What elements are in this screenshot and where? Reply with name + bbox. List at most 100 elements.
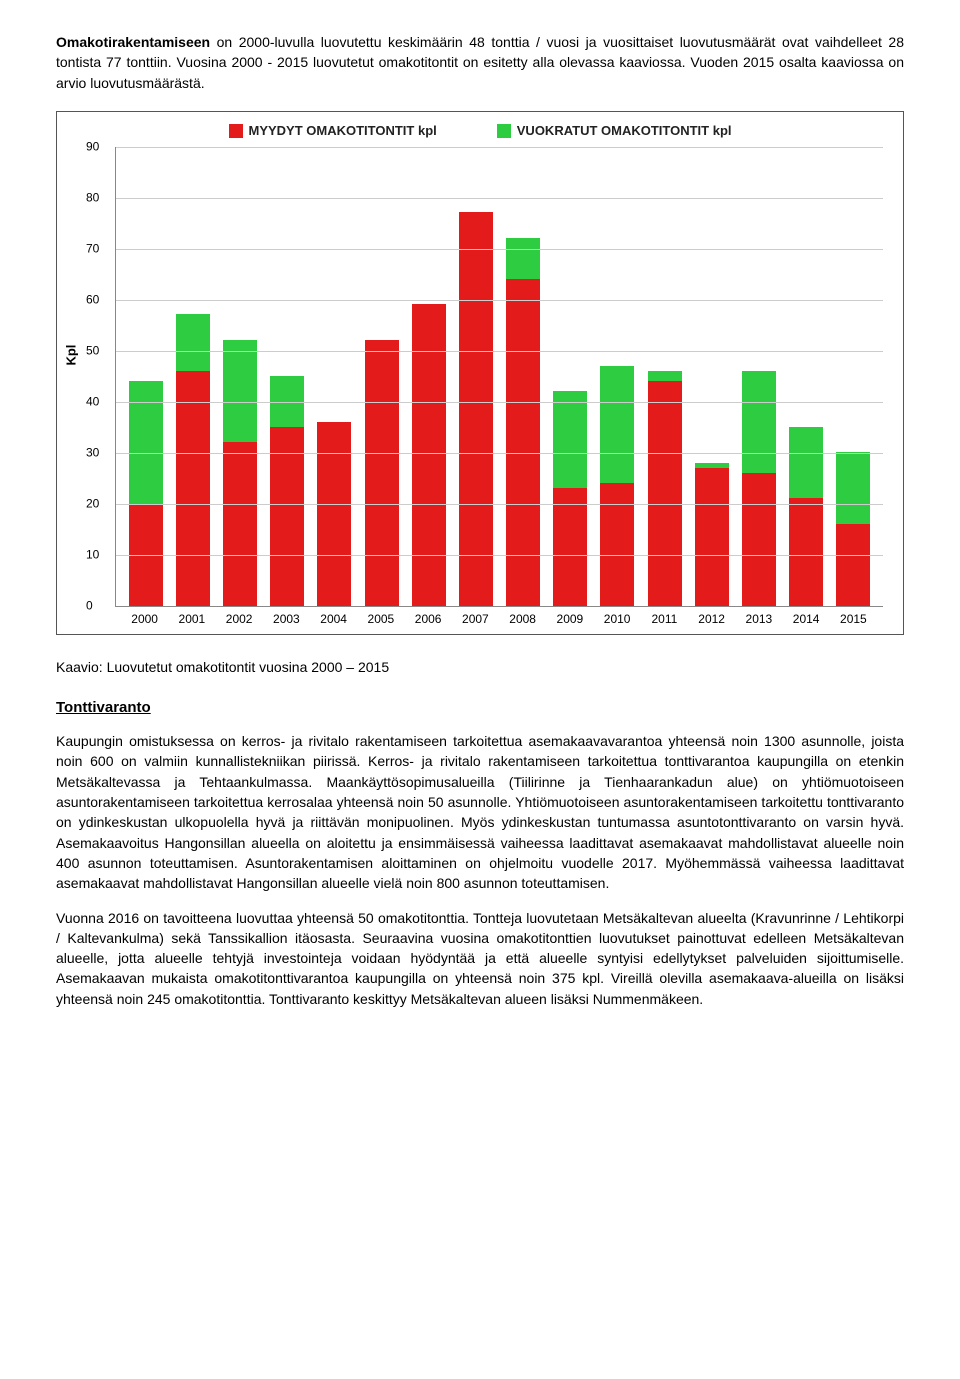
ytick-label: 70 (86, 240, 99, 257)
ytick-label: 20 (86, 495, 99, 512)
bar-slot (452, 212, 499, 606)
bar-slot (641, 371, 688, 606)
gridline (116, 300, 883, 301)
bar-segment-rented (789, 427, 823, 499)
bar-segment-rented (553, 391, 587, 488)
ytick-label: 90 (86, 138, 99, 155)
bar (695, 463, 729, 606)
bar-segment-rented (600, 366, 634, 484)
bar-slot (405, 304, 452, 606)
chart-caption: Kaavio: Luovutetut omakotitontit vuosina… (56, 657, 904, 677)
bar-segment-sold (648, 381, 682, 606)
bar-segment-rented (223, 340, 257, 442)
xtick-label: 2006 (405, 611, 452, 628)
bar-segment-sold (412, 304, 446, 606)
bar-segment-sold (459, 212, 493, 606)
xtick-label: 2004 (310, 611, 357, 628)
ytick-label: 80 (86, 189, 99, 206)
bar (365, 340, 399, 606)
intro-paragraph: Omakotirakentamiseen on 2000-luvulla luo… (56, 32, 904, 93)
bar-segment-rented (129, 381, 163, 504)
xtick-label: 2011 (641, 611, 688, 628)
gridline (116, 198, 883, 199)
bar-slot (547, 391, 594, 606)
bar-segment-rented (648, 371, 682, 381)
bar (742, 371, 776, 606)
xtick-label: 2015 (830, 611, 877, 628)
xtick-label: 2010 (594, 611, 641, 628)
bar-segment-rented (176, 314, 210, 370)
bar-slot (216, 340, 263, 606)
chart-xaxis: 2000200120022003200420052006200720082009… (115, 607, 883, 628)
intro-bold: Omakotirakentamiseen (56, 34, 210, 50)
bar (836, 452, 870, 605)
xtick-label: 2007 (452, 611, 499, 628)
bar-slot (688, 463, 735, 606)
xtick-label: 2003 (263, 611, 310, 628)
bar (648, 371, 682, 606)
bar (459, 212, 493, 606)
xtick-label: 2002 (216, 611, 263, 628)
bar-segment-sold (317, 422, 351, 606)
gridline (116, 351, 883, 352)
bar-segment-sold (742, 473, 776, 606)
bar (129, 381, 163, 606)
ytick-label: 50 (86, 342, 99, 359)
xtick-label: 2012 (688, 611, 735, 628)
chart-plot-area: Kpl 0102030405060708090 (115, 147, 883, 607)
bar-segment-rented (836, 452, 870, 524)
gridline (116, 402, 883, 403)
ytick-label: 0 (86, 597, 93, 614)
bar (223, 340, 257, 606)
bar-segment-sold (789, 498, 823, 605)
bar-slot (358, 340, 405, 606)
bar-slot (122, 381, 169, 606)
xtick-label: 2013 (735, 611, 782, 628)
ytick-label: 10 (86, 546, 99, 563)
paragraph-2: Vuonna 2016 on tavoitteena luovuttaa yht… (56, 908, 904, 1009)
bar (176, 314, 210, 605)
bar-segment-sold (365, 340, 399, 606)
gridline (116, 555, 883, 556)
gridline (116, 147, 883, 148)
bar-segment-sold (223, 442, 257, 606)
bar (270, 376, 304, 606)
chart-ylabel: Kpl (63, 345, 82, 366)
gridline (116, 504, 883, 505)
bar (317, 422, 351, 606)
xtick-label: 2001 (168, 611, 215, 628)
xtick-label: 2000 (121, 611, 168, 628)
legend-item-rented: VUOKRATUT OMAKOTITONTIT kpl (497, 122, 732, 141)
bar-segment-sold (600, 483, 634, 606)
bar-segment-sold (836, 524, 870, 606)
bar-segment-sold (695, 468, 729, 606)
gridline (116, 249, 883, 250)
bar-slot (311, 422, 358, 606)
xtick-label: 2009 (546, 611, 593, 628)
bar-segment-sold (553, 488, 587, 606)
xtick-label: 2014 (783, 611, 830, 628)
paragraph-1: Kaupungin omistuksessa on kerros- ja riv… (56, 731, 904, 893)
xtick-label: 2008 (499, 611, 546, 628)
bar-segment-rented (506, 238, 540, 279)
ytick-label: 40 (86, 393, 99, 410)
legend-swatch-rented (497, 124, 511, 138)
chart-container: MYYDYT OMAKOTITONTIT kpl VUOKRATUT OMAKO… (56, 111, 904, 635)
gridline (116, 453, 883, 454)
ytick-label: 60 (86, 291, 99, 308)
bar (506, 238, 540, 606)
xtick-label: 2005 (357, 611, 404, 628)
bar (553, 391, 587, 606)
chart-legend: MYYDYT OMAKOTITONTIT kpl VUOKRATUT OMAKO… (67, 122, 893, 141)
section-heading: Tonttivaranto (56, 697, 904, 719)
bar-slot (169, 314, 216, 605)
bar-slot (735, 371, 782, 606)
legend-label-sold: MYYDYT OMAKOTITONTIT kpl (249, 122, 437, 141)
bar-segment-sold (506, 279, 540, 606)
bar-segment-rented (742, 371, 776, 473)
bar-slot (830, 452, 877, 605)
ytick-label: 30 (86, 444, 99, 461)
bar-segment-sold (176, 371, 210, 606)
bar-slot (264, 376, 311, 606)
chart-bars (116, 147, 883, 606)
